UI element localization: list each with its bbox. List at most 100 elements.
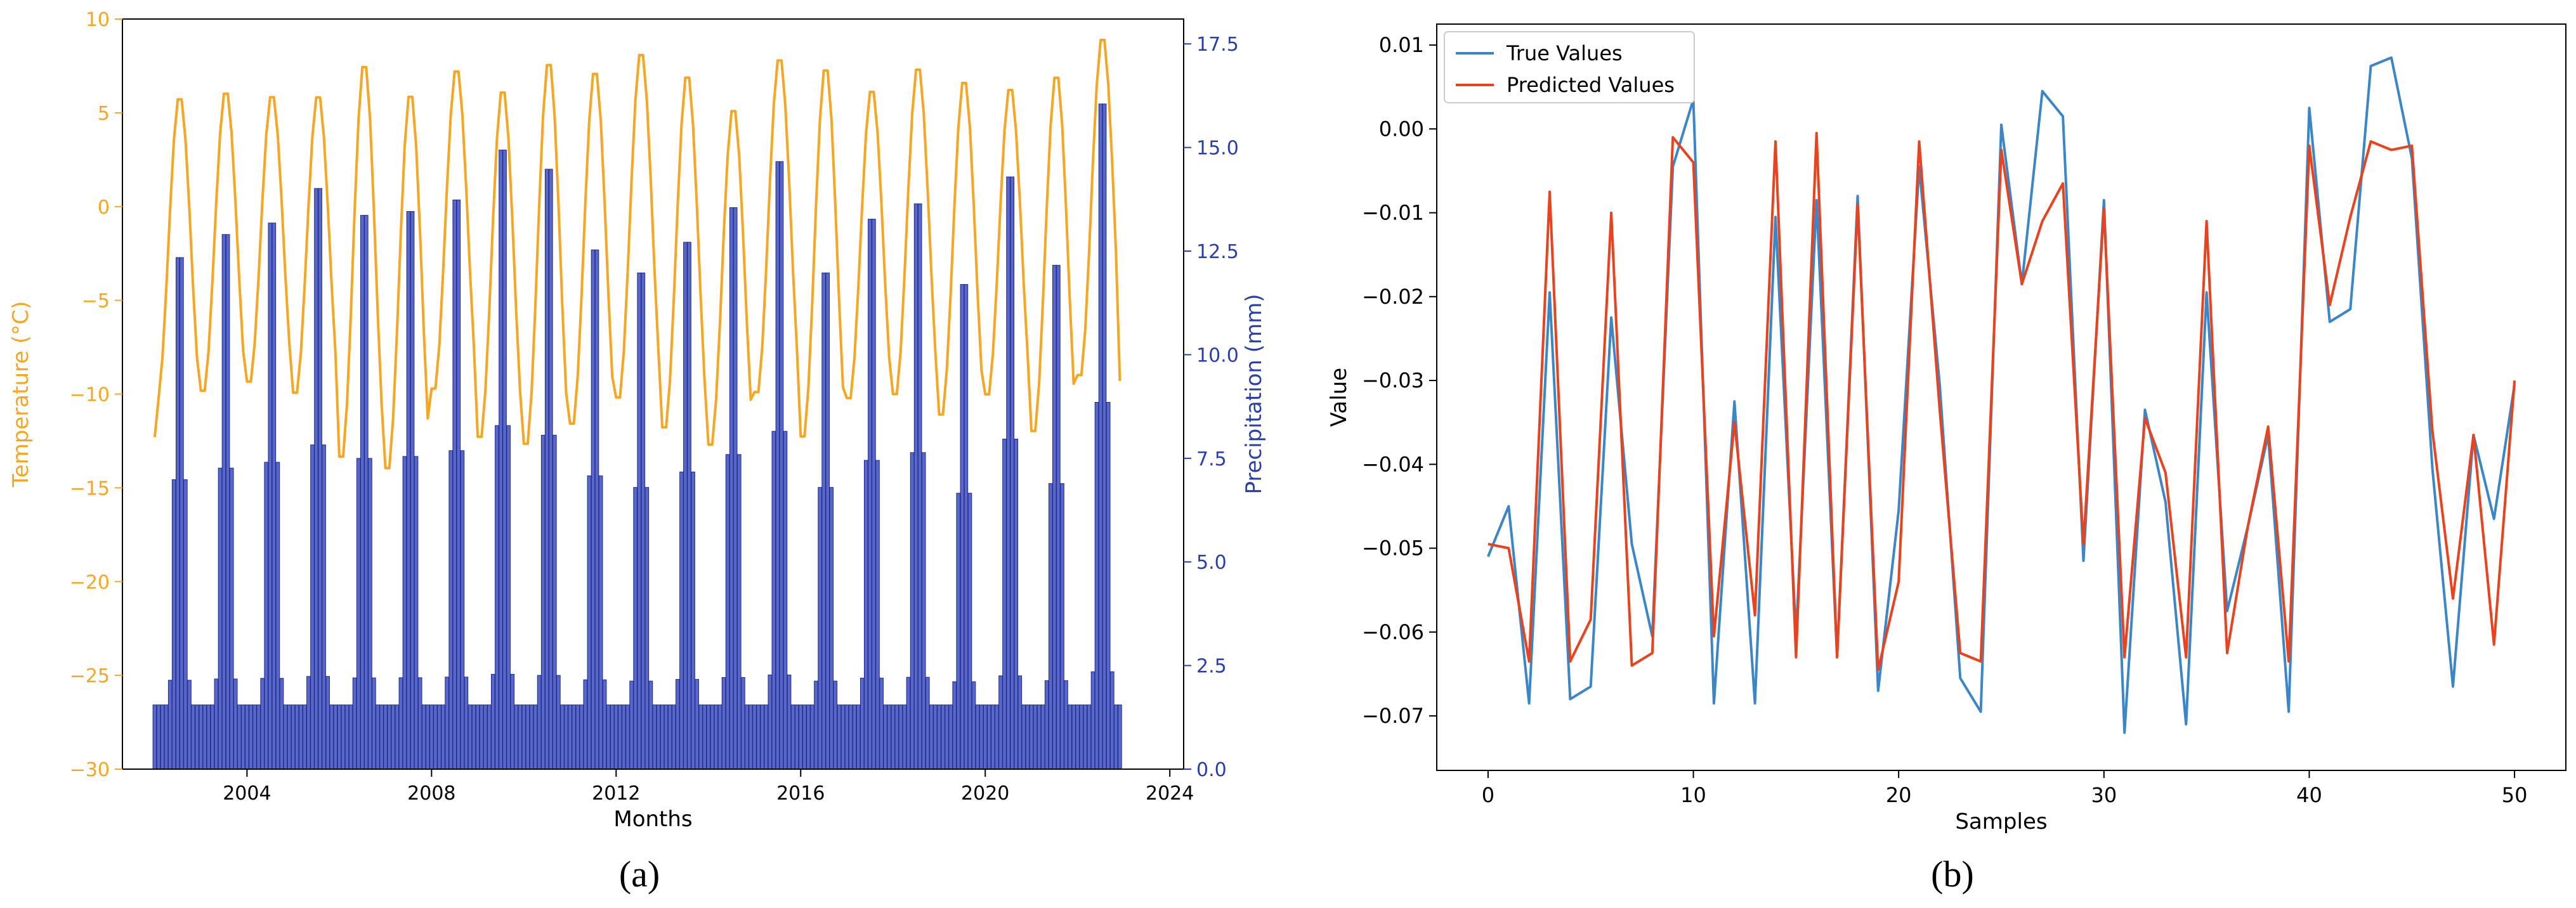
precipitation-bar [279,678,284,770]
precipitation-bar [579,704,584,770]
precipitation-bar [641,272,646,770]
precipitation-bar [152,704,157,770]
precipitation-bar [540,434,546,770]
precipitation-bar [756,704,761,770]
precipitation-bar [741,677,745,770]
precipitation-bar [467,704,473,770]
precipitation-bar [964,284,969,770]
chart-b-frame [1436,23,2566,771]
precipitation-bar [249,704,253,770]
x-tick-label-a: 2024 [1146,782,1194,805]
precipitation-bar [1002,438,1007,770]
precipitation-bar [1029,704,1034,770]
precipitation-bar [495,425,499,770]
precipitation-bar [487,704,492,770]
x-tick-label-a: 2004 [223,782,271,805]
precipitation-bar [594,249,599,770]
precipitation-bar [452,199,457,770]
precipitation-bar [333,704,338,770]
x-axis-label-b: Samples [1955,809,2047,834]
y-axis-right-a: 17.5 15.0 12.5 10.0 7.5 5.0 2.5 0.0 [1184,34,1239,781]
chart-a: 2004 2008 2012 2016 2020 2024 10 5 0 −5 −10 −15 −20… [8,9,1267,895]
precipitation-bar [1094,402,1099,770]
precipitation-bar [502,150,507,770]
precipitation-bar [525,704,530,770]
precipitation-bar [395,704,400,770]
precipitation-bar [183,479,188,770]
precipitation-bar [702,704,707,770]
precipitation-bar [856,704,861,770]
x-axis-b: 0 10 20 30 40 50 [1482,770,2527,807]
precipitation-bar [975,704,980,770]
y-tick-label-right-a: 12.5 [1196,241,1239,263]
precipitation-bar [1025,704,1030,770]
precipitation-bar [991,704,995,770]
precipitation-bar [229,467,234,770]
precipitation-bar [414,456,419,770]
precipitation-bar [360,215,365,770]
y-tick-label-left-a: −20 [70,571,110,593]
precipitation-bar [948,704,953,770]
precipitation-bar [171,479,176,770]
precipitation-bar [387,704,392,770]
precipitation-bar [648,680,653,770]
y-tick-label-left-a: −5 [82,290,110,313]
precipitation-bar [206,704,211,770]
precipitation-bar [421,704,426,770]
y-tick-label-b: 0.00 [1379,117,1424,141]
precipitation-bar [1087,704,1092,770]
precipitation-bar [549,169,553,770]
precipitation-bar [752,704,757,770]
precipitation-bar [445,677,449,770]
x-tick-label-b: 40 [2296,783,2322,807]
precipitation-bar [1006,176,1010,770]
precipitation-bar [768,674,773,770]
precipitation-bar [887,704,892,770]
y-tick-label-b: −0.04 [1362,452,1424,476]
precipitation-bar [483,704,488,770]
precipitation-bar [987,704,991,770]
precipitation-bar [840,704,846,770]
precipitation-bar [710,704,715,770]
precipitation-bar [1106,402,1111,770]
x-tick-label-a: 2012 [592,782,640,805]
y-axis-label-left-a: Temperature (°C) [8,301,34,488]
x-tick-label-b: 0 [1482,783,1494,807]
precipitation-bar [806,704,811,770]
y-tick-label-right-a: 15.0 [1196,138,1239,160]
precipitation-bar [433,704,438,770]
precipitation-bar [306,676,311,770]
precipitation-bar [1090,671,1095,770]
precipitation-bar [372,677,376,770]
precipitation-bar [533,704,538,770]
precipitation-bar [1017,675,1023,770]
precipitation-bar [568,704,572,770]
precipitation-bar [614,704,618,770]
precipitation-bar [864,460,868,770]
precipitation-bar [556,675,561,770]
precipitation-bar [883,704,887,770]
y-tick-label-b: −0.07 [1362,704,1424,728]
precipitation-bar [1071,704,1076,770]
precipitation-bar [560,704,565,770]
precipitation-bar [160,704,165,770]
precipitation-bar [1033,704,1038,770]
precipitation-bar [602,679,607,770]
precipitation-bar [764,704,769,770]
precipitation-bar [1014,438,1019,770]
precipitation-bar [952,681,957,770]
precipitation-bar [998,675,1003,770]
y-tick-label-left-a: −25 [70,665,110,687]
precipitation-bar [376,704,380,770]
precipitation-bar [725,454,730,770]
precipitation-bar [671,704,676,770]
precipitation-bar [749,704,753,770]
x-tick-label-a: 2008 [407,782,455,805]
precipitation-bar [721,677,726,770]
precipitation-bar [510,673,515,770]
y-tick-label-right-a: 5.0 [1196,552,1227,574]
precipitation-bar [225,234,230,770]
predicted-values-line [1487,131,2516,671]
precipitation-bar [471,704,476,770]
precipitation-bar [406,211,411,770]
